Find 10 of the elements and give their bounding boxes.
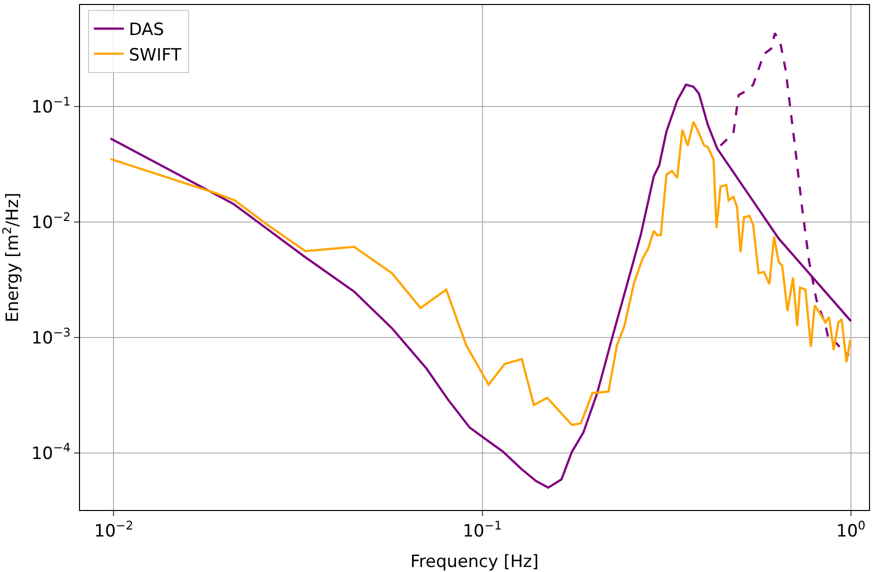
x-tick-label: 10$^{−2}$: [94, 518, 134, 542]
y-tick-label: 10$^{−3}$: [31, 325, 71, 348]
y-tick-label: 10$^{−4}$: [31, 440, 71, 464]
x-tick-label: 10$^{−1}$: [462, 518, 502, 542]
legend-label: SWIFT: [128, 45, 182, 66]
x-tick-label: 10$^{0}$: [836, 518, 866, 542]
y-tick-label: 10$^{−1}$: [31, 94, 71, 118]
y-tick-label: 10$^{−2}$: [31, 210, 71, 234]
legend-label: DAS: [128, 20, 164, 40]
x-axis-title: Frequency [Hz]: [410, 552, 539, 572]
